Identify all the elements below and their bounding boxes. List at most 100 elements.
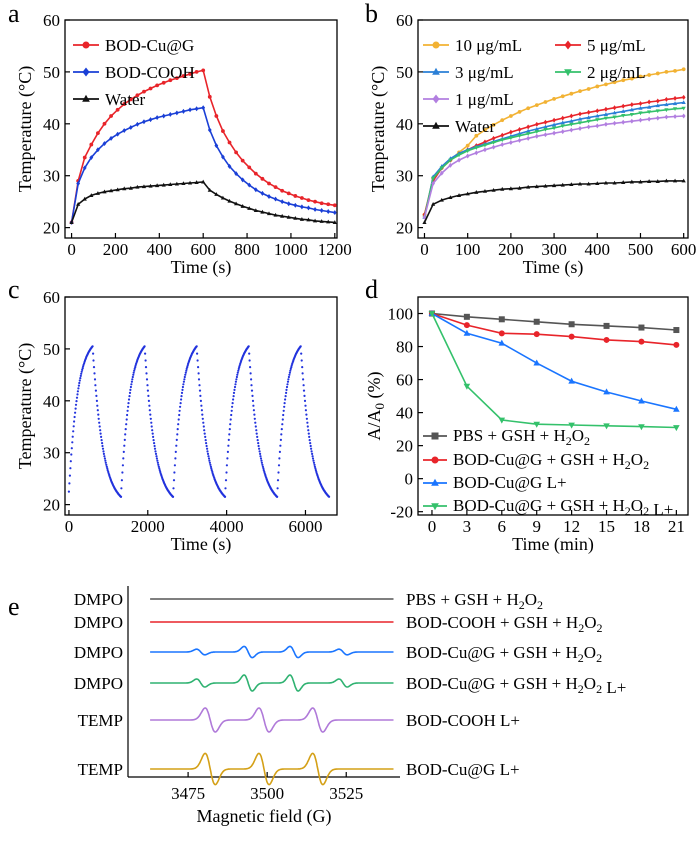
data-point <box>629 112 634 117</box>
data-point <box>197 378 201 381</box>
data-point <box>448 162 453 168</box>
data-point <box>288 373 291 376</box>
data-point <box>235 378 238 381</box>
data-point <box>172 479 176 482</box>
data-point <box>95 191 100 195</box>
x-tick-label: 6000 <box>288 517 322 536</box>
y-tick-label: 40 <box>396 404 413 423</box>
data-point <box>180 398 183 401</box>
y-axis-label: Temperature (°C) <box>15 343 36 469</box>
data-point <box>569 118 574 123</box>
legend-marker <box>564 69 572 77</box>
data-point <box>595 123 600 129</box>
legend-marker <box>431 432 439 440</box>
data-point <box>121 471 124 474</box>
x-tick-label: 400 <box>147 240 173 259</box>
data-point <box>171 495 175 498</box>
trace-3: DMPO BOD-Cu@G + GSH + H2O2 L+ <box>74 674 626 697</box>
data-point <box>638 338 645 345</box>
data-point <box>279 438 282 441</box>
series-2 <box>428 309 680 412</box>
data-point <box>319 201 324 206</box>
data-point <box>194 180 199 184</box>
data-point <box>638 324 645 331</box>
data-point <box>456 193 462 197</box>
data-point <box>612 105 617 111</box>
data-point <box>127 402 130 405</box>
data-point <box>231 405 234 408</box>
y-tick-label: 40 <box>43 392 60 411</box>
data-point <box>326 219 331 224</box>
data-point <box>568 321 575 328</box>
data-point <box>155 115 160 121</box>
data-point <box>175 438 178 441</box>
data-point <box>128 391 132 394</box>
data-point <box>79 377 82 380</box>
data-point <box>255 432 258 435</box>
data-point <box>175 444 178 447</box>
data-point <box>207 455 210 458</box>
y-tick-label: 80 <box>396 338 413 357</box>
data-point <box>517 134 522 139</box>
x-axis-label: Time (s) <box>171 257 232 278</box>
legend-entry: BOD-Cu@G <box>105 36 194 55</box>
data-point <box>172 487 175 490</box>
data-point <box>560 115 565 121</box>
data-point <box>647 110 652 115</box>
data-point <box>247 345 250 348</box>
data-point <box>491 140 496 145</box>
trace-condition-label-h: H <box>566 613 578 632</box>
data-point <box>621 103 626 109</box>
data-point <box>194 106 199 112</box>
data-point <box>147 399 150 402</box>
data-point <box>279 444 282 447</box>
data-point <box>168 78 173 83</box>
legend-entry-part: BOD-Cu@G + GSH + <box>453 496 613 515</box>
data-point <box>308 435 311 438</box>
x-tick-label: 400 <box>585 240 611 259</box>
data-point <box>221 129 225 133</box>
trace-condition-label: BOD-Cu@G + GSH + H2O2 L+ <box>406 674 626 697</box>
data-point <box>188 72 192 76</box>
data-point <box>577 121 583 126</box>
data-point <box>273 185 278 190</box>
data-point <box>500 118 505 123</box>
data-point <box>98 421 101 424</box>
legend-entry-sub: 2 <box>584 434 590 448</box>
data-point <box>681 106 686 111</box>
data-point <box>498 316 505 323</box>
data-point <box>638 424 645 431</box>
x-tick-label: 1000 <box>274 240 308 259</box>
data-point <box>221 154 225 160</box>
data-point <box>282 413 285 417</box>
y-tick-label: 60 <box>43 11 60 30</box>
data-point <box>300 359 303 362</box>
data-point <box>122 128 127 134</box>
data-point <box>225 471 228 474</box>
data-point <box>158 469 161 472</box>
trace-condition-label-sub: 2 <box>596 682 602 696</box>
data-point <box>500 186 505 191</box>
data-point <box>82 155 87 160</box>
data-point <box>80 372 83 375</box>
data-point <box>152 439 155 442</box>
series-2 <box>69 179 337 224</box>
x-tick-label: 3525 <box>329 784 363 803</box>
y-tick-label: 30 <box>396 167 413 186</box>
data-point <box>612 80 617 85</box>
legend-entry: Water <box>105 90 145 109</box>
data-point <box>115 187 120 192</box>
trace-2: DMPO BOD-Cu@G + GSH + H2O2 <box>74 643 602 665</box>
data-point <box>69 220 74 224</box>
data-point <box>517 185 522 190</box>
data-point <box>230 409 233 412</box>
data-point <box>258 447 261 450</box>
series-line <box>423 96 684 215</box>
data-point <box>303 399 307 402</box>
data-point <box>227 198 232 203</box>
data-point <box>72 430 75 433</box>
data-point <box>533 331 540 338</box>
data-point <box>312 461 316 464</box>
legend-marker <box>432 121 440 129</box>
data-point <box>157 463 160 466</box>
